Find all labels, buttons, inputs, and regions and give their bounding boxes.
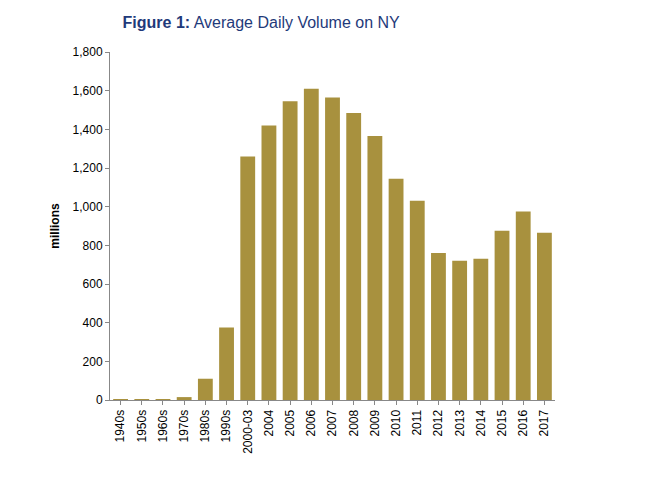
svg-text:2017: 2017 xyxy=(537,409,551,436)
svg-text:2000-03: 2000-03 xyxy=(241,409,255,453)
svg-text:1960s: 1960s xyxy=(156,410,170,443)
svg-text:2014: 2014 xyxy=(474,409,488,436)
svg-text:2015: 2015 xyxy=(495,409,509,436)
svg-text:2013: 2013 xyxy=(453,409,467,436)
svg-text:millions: millions xyxy=(48,203,62,249)
svg-text:1,600: 1,600 xyxy=(73,84,103,98)
svg-text:2016: 2016 xyxy=(516,409,530,436)
svg-text:800: 800 xyxy=(83,239,103,253)
svg-text:0: 0 xyxy=(96,393,103,407)
svg-text:1,400: 1,400 xyxy=(73,123,103,137)
svg-text:1,800: 1,800 xyxy=(73,45,103,59)
svg-text:1990s: 1990s xyxy=(219,410,233,443)
svg-text:Figure 1: Average Daily Volume: Figure 1: Average Daily Volume on NY xyxy=(123,14,400,31)
svg-text:2010: 2010 xyxy=(389,409,403,436)
svg-text:2004: 2004 xyxy=(262,409,276,436)
svg-text:2006: 2006 xyxy=(304,409,318,436)
svg-text:2009: 2009 xyxy=(368,409,382,436)
svg-text:2008: 2008 xyxy=(347,409,361,436)
svg-text:600: 600 xyxy=(83,277,103,291)
svg-text:400: 400 xyxy=(83,316,103,330)
svg-text:1,000: 1,000 xyxy=(73,200,103,214)
svg-text:2011: 2011 xyxy=(410,409,424,435)
svg-text:1970s: 1970s xyxy=(177,410,191,443)
svg-text:2012: 2012 xyxy=(431,409,445,436)
svg-text:1,200: 1,200 xyxy=(73,161,103,175)
svg-text:1980s: 1980s xyxy=(198,410,212,443)
svg-text:2007: 2007 xyxy=(325,409,339,436)
svg-text:2005: 2005 xyxy=(283,409,297,436)
svg-text:200: 200 xyxy=(83,355,103,369)
svg-text:1940s: 1940s xyxy=(114,410,128,443)
svg-text:1950s: 1950s xyxy=(135,410,149,443)
